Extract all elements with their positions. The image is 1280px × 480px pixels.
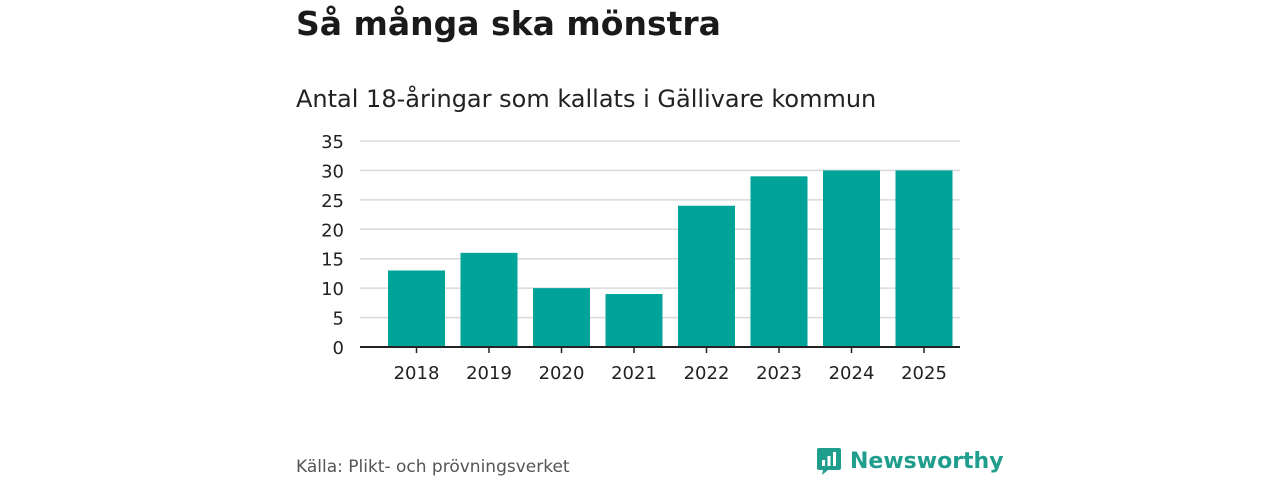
- y-tick-label: 35: [321, 132, 344, 153]
- chart-subtitle: Antal 18-åringar som kallats i Gällivare…: [296, 85, 877, 113]
- x-tick-label: 2021: [611, 363, 657, 384]
- bar: [678, 205, 735, 347]
- x-tick-label: 2018: [394, 363, 440, 384]
- y-tick-label: 30: [321, 161, 344, 182]
- bar: [750, 176, 808, 347]
- bar: [460, 252, 518, 347]
- x-tick-label: 2023: [756, 363, 802, 384]
- y-tick-label: 25: [321, 191, 344, 212]
- bar: [533, 288, 590, 347]
- bar: [388, 270, 445, 347]
- y-tick-label: 15: [321, 250, 344, 271]
- x-tick-label: 2020: [539, 363, 585, 384]
- x-tick-label: 2024: [829, 363, 875, 384]
- x-tick-label: 2019: [466, 363, 512, 384]
- x-tick-label: 2022: [684, 363, 730, 384]
- bar: [823, 170, 880, 347]
- y-tick-label: 20: [321, 220, 344, 241]
- y-tick-label: 5: [333, 309, 344, 330]
- chart-title: Så många ska mönstra: [296, 4, 721, 43]
- source-note: Källa: Plikt- och prövningsverket: [296, 457, 570, 477]
- brand-logo: Newsworthy: [816, 444, 1004, 478]
- brand-name: Newsworthy: [850, 448, 1004, 474]
- y-tick-label: 10: [321, 279, 344, 300]
- bar: [895, 170, 953, 347]
- bar-chart-speech-icon: [817, 448, 841, 475]
- bar: [605, 294, 663, 347]
- x-tick-label: 2025: [901, 363, 947, 384]
- y-tick-label: 0: [333, 338, 344, 359]
